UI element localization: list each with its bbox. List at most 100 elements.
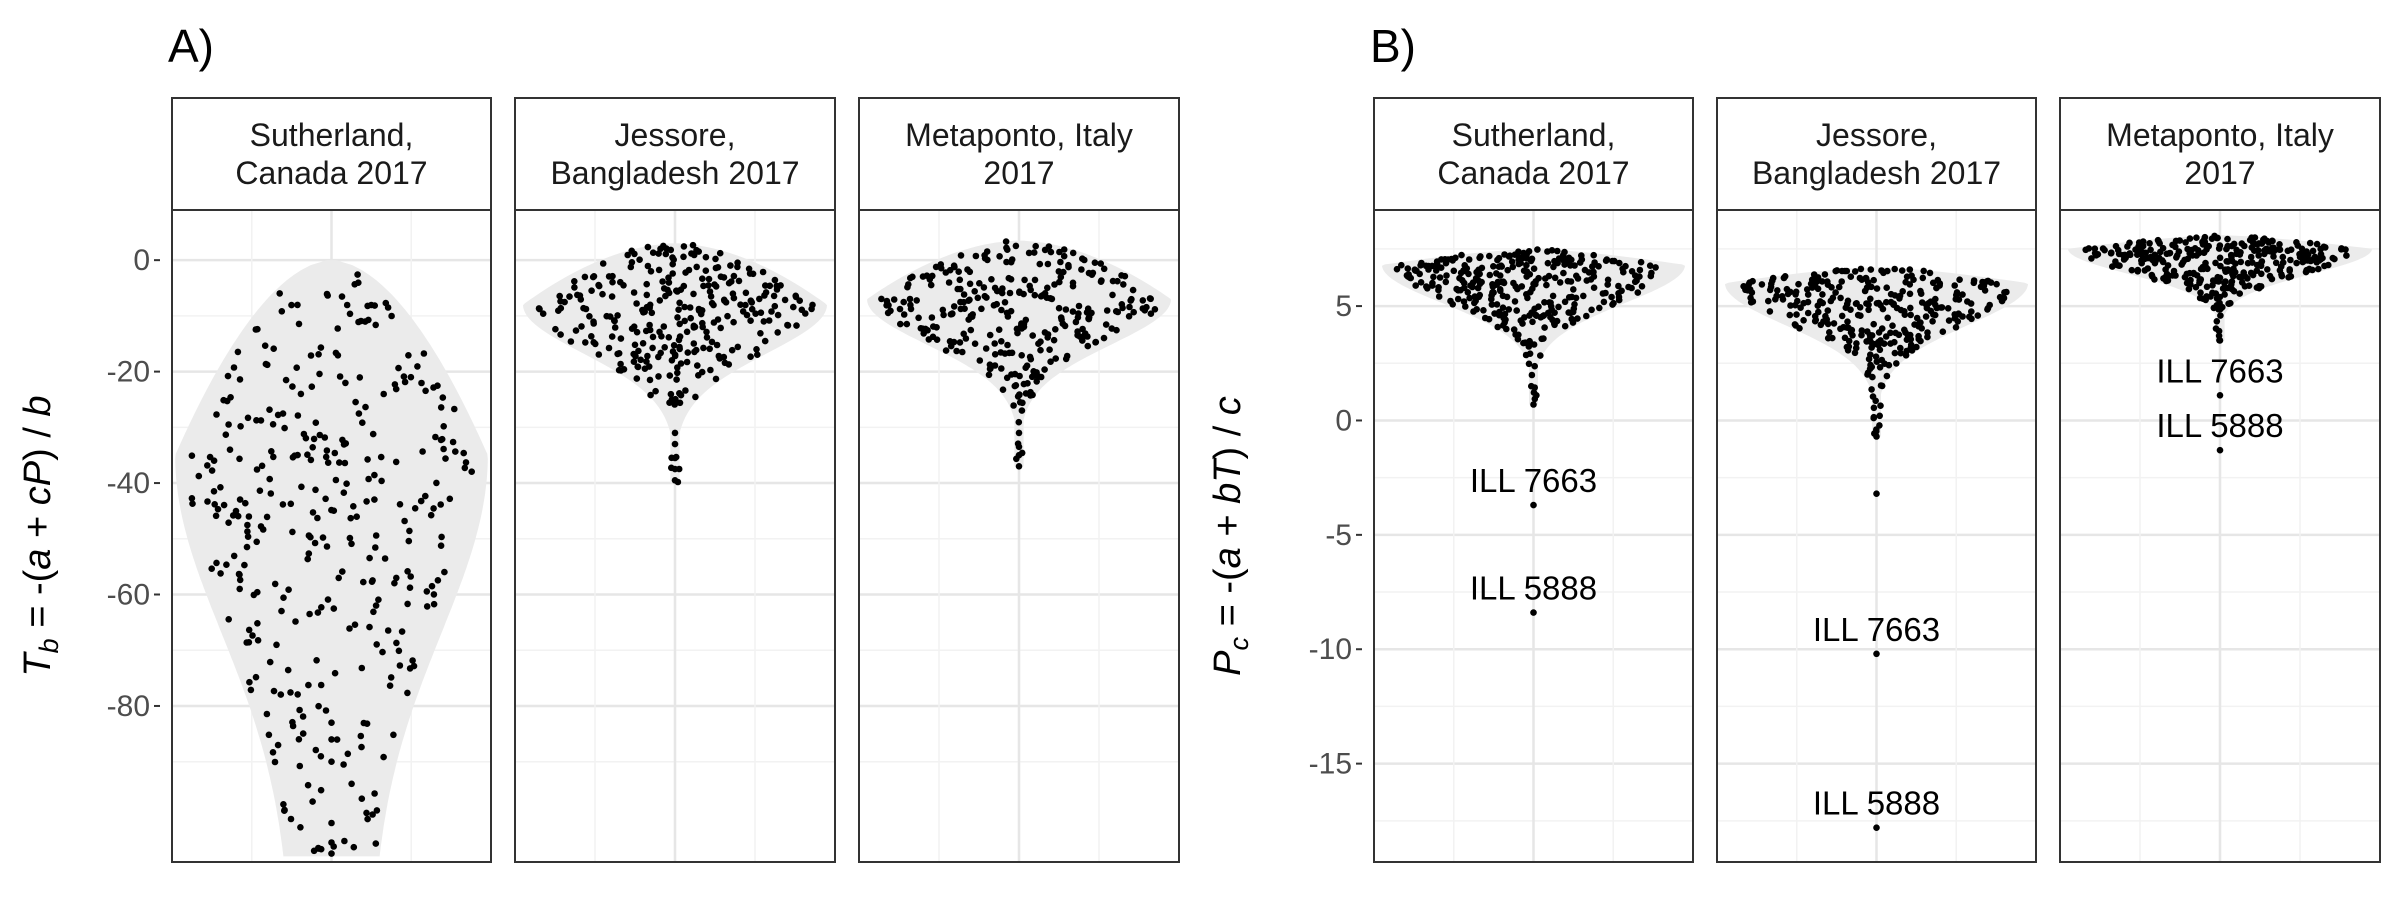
data-point	[417, 497, 425, 505]
data-point	[1604, 281, 1611, 288]
data-point	[212, 512, 220, 520]
data-point	[1746, 286, 1754, 293]
data-point	[1039, 292, 1046, 299]
data-point	[371, 471, 378, 479]
data-point	[557, 331, 564, 338]
data-point	[998, 306, 1005, 314]
data-point	[1057, 258, 1064, 266]
data-point	[960, 291, 968, 298]
data-point	[539, 310, 547, 318]
data-point	[1102, 321, 1110, 328]
data-point	[683, 358, 691, 366]
data-point	[1906, 331, 1914, 339]
data-point	[671, 429, 679, 437]
data-point	[1085, 315, 1093, 323]
data-point	[366, 623, 373, 631]
data-point	[1862, 275, 1869, 283]
data-point	[628, 259, 636, 266]
data-point	[1466, 294, 1473, 302]
data-point	[676, 345, 683, 353]
data-point	[353, 513, 361, 520]
data-point	[2236, 273, 2243, 281]
data-point	[1878, 356, 1886, 364]
data-point	[422, 387, 429, 395]
data-point	[357, 732, 365, 740]
data-point	[702, 267, 710, 275]
data-point	[236, 496, 244, 503]
data-point	[232, 507, 240, 515]
data-point	[1602, 257, 1610, 265]
data-point	[1050, 336, 1058, 344]
data-point	[328, 850, 335, 857]
data-point	[1876, 422, 1883, 429]
data-point	[676, 320, 683, 328]
data-point	[407, 373, 415, 381]
data-point	[986, 331, 994, 339]
data-point	[1897, 349, 1904, 357]
data-point	[347, 514, 355, 522]
data-point	[1774, 287, 1781, 294]
data-point	[649, 333, 657, 341]
data-point	[217, 484, 224, 491]
data-point	[210, 488, 218, 495]
data-point	[268, 448, 275, 455]
data-point	[441, 568, 448, 576]
data-point	[674, 369, 681, 377]
data-point	[1530, 401, 1537, 408]
data-point	[655, 373, 662, 380]
data-point	[655, 266, 663, 274]
data-point	[708, 299, 716, 307]
data-point	[997, 349, 1005, 356]
data-point	[284, 666, 292, 674]
data-point	[2174, 252, 2181, 259]
data-point	[292, 618, 299, 625]
data-point	[1519, 254, 1527, 262]
data-point	[768, 308, 775, 315]
data-point	[971, 288, 978, 295]
facet: Sutherland,Canada 2017 ILL 7663 ILL 5888	[1373, 97, 1694, 863]
data-point	[252, 673, 260, 681]
data-point	[747, 353, 754, 361]
data-point	[771, 276, 779, 284]
data-point	[437, 542, 445, 549]
data-point	[1939, 328, 1947, 336]
facet: Jessore,Bangladesh 2017	[514, 97, 836, 863]
data-point	[1970, 279, 1978, 287]
data-point	[2342, 246, 2349, 253]
data-point	[297, 824, 304, 831]
facet-strip	[2059, 97, 2381, 211]
points	[535, 241, 816, 486]
data-point	[289, 454, 297, 461]
data-point	[976, 280, 983, 287]
data-point	[350, 503, 357, 510]
data-point	[246, 678, 253, 686]
data-point	[440, 423, 448, 430]
data-point	[1872, 353, 1880, 361]
data-point	[343, 480, 350, 488]
data-point	[1531, 395, 1539, 403]
data-point	[2157, 248, 2164, 256]
data-point	[411, 505, 419, 512]
data-point	[217, 570, 224, 577]
data-point	[1534, 246, 1541, 253]
data-point	[226, 446, 234, 454]
data-point	[1510, 279, 1517, 287]
data-point	[1840, 323, 1847, 331]
data-point	[734, 259, 741, 267]
data-point	[304, 555, 312, 563]
data-point	[681, 303, 688, 311]
data-point	[336, 459, 343, 466]
data-point	[253, 538, 260, 546]
data-point	[427, 511, 435, 519]
data-point	[1837, 294, 1844, 302]
data-point	[1465, 256, 1473, 263]
data-point	[1589, 263, 1596, 270]
data-point	[328, 719, 335, 726]
y-tick-label: -10	[1309, 633, 1352, 666]
data-point	[2213, 295, 2221, 302]
data-point	[557, 298, 564, 305]
data-point	[343, 301, 351, 309]
data-point	[262, 360, 270, 368]
data-point	[1883, 284, 1890, 292]
data-point	[223, 561, 230, 568]
